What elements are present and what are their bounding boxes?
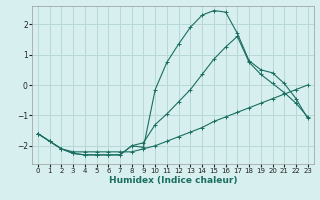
X-axis label: Humidex (Indice chaleur): Humidex (Indice chaleur) [108, 176, 237, 185]
